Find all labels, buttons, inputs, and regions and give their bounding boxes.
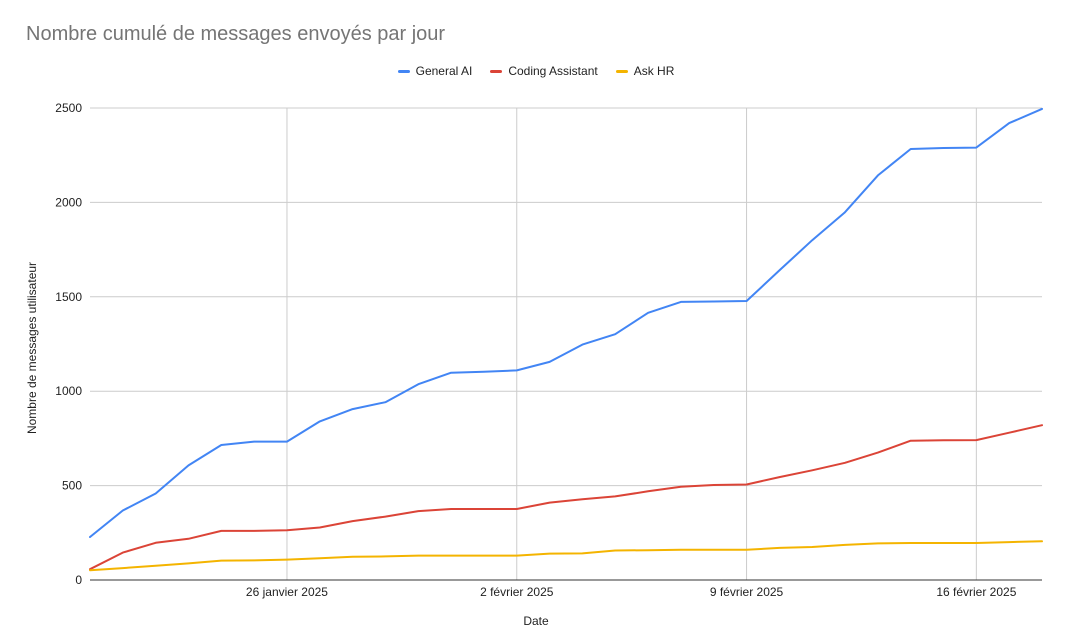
legend-item-general-ai[interactable]: General AI — [397, 64, 473, 78]
y-tick-label: 1000 — [55, 384, 82, 398]
legend-label-coding-assistant: Coding Assistant — [508, 64, 598, 78]
x-tick-label: 9 février 2025 — [710, 585, 784, 599]
y-tick-label: 2000 — [55, 195, 82, 209]
legend-swatch-ask-hr — [615, 69, 628, 73]
legend-item-ask-hr[interactable]: Ask HR — [615, 64, 675, 78]
y-tick-label: 1500 — [55, 290, 82, 304]
x-tick-label: 16 février 2025 — [936, 585, 1016, 599]
legend: General AI Coding Assistant Ask HR — [0, 64, 1072, 78]
series-line-ask-hr — [89, 540, 1043, 572]
y-tick-label: 500 — [62, 479, 82, 493]
x-axis-label: Date — [523, 614, 549, 628]
legend-label-general-ai: General AI — [415, 64, 473, 78]
y-tick-label: 2500 — [55, 101, 82, 115]
x-tick-label: 2 février 2025 — [480, 585, 554, 599]
series-line-coding-assistant — [89, 424, 1043, 571]
legend-item-coding-assistant[interactable]: Coding Assistant — [490, 64, 598, 78]
chart-title: Nombre cumulé de messages envoyés par jo… — [26, 23, 446, 45]
y-tick-label: 0 — [75, 573, 82, 587]
series-line-general-ai — [89, 107, 1043, 538]
y-axis-label: Nombre de messages utilisateur — [25, 261, 39, 435]
legend-swatch-general-ai — [397, 69, 410, 73]
legend-swatch-coding-assistant — [490, 69, 503, 73]
x-tick-label: 26 janvier 2025 — [246, 585, 328, 599]
legend-label-ask-hr: Ask HR — [633, 64, 675, 78]
